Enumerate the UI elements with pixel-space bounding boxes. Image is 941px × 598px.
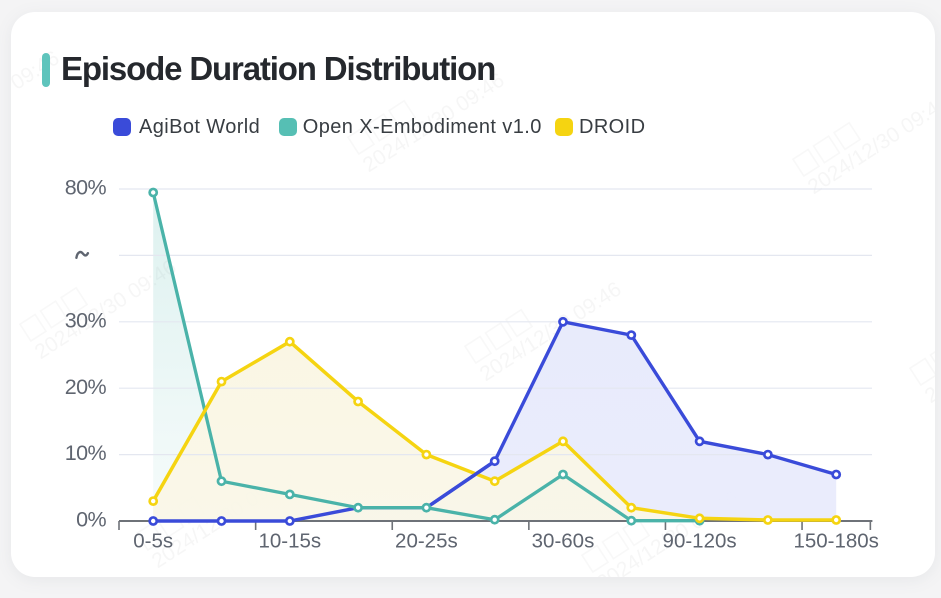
svg-text:30%: 30% bbox=[65, 308, 107, 332]
svg-text:0-5s: 0-5s bbox=[133, 530, 173, 553]
svg-text:150-180s: 150-180s bbox=[793, 530, 878, 553]
svg-text:20-25s: 20-25s bbox=[395, 530, 458, 553]
svg-text:10%: 10% bbox=[65, 441, 107, 465]
svg-text:10-15s: 10-15s bbox=[258, 530, 321, 553]
svg-text:20%: 20% bbox=[65, 375, 107, 399]
svg-text:0%: 0% bbox=[76, 508, 106, 532]
svg-text:30-60s: 30-60s bbox=[532, 530, 595, 553]
svg-text:80%: 80% bbox=[65, 176, 107, 200]
svg-text:90-120s: 90-120s bbox=[663, 530, 737, 553]
svg-text:2024/12/30 09:46: 2024/12/30 09:46 bbox=[804, 91, 941, 199]
svg-text:2024/12/30 09:46: 2024/12/30 09:46 bbox=[0, 47, 63, 155]
